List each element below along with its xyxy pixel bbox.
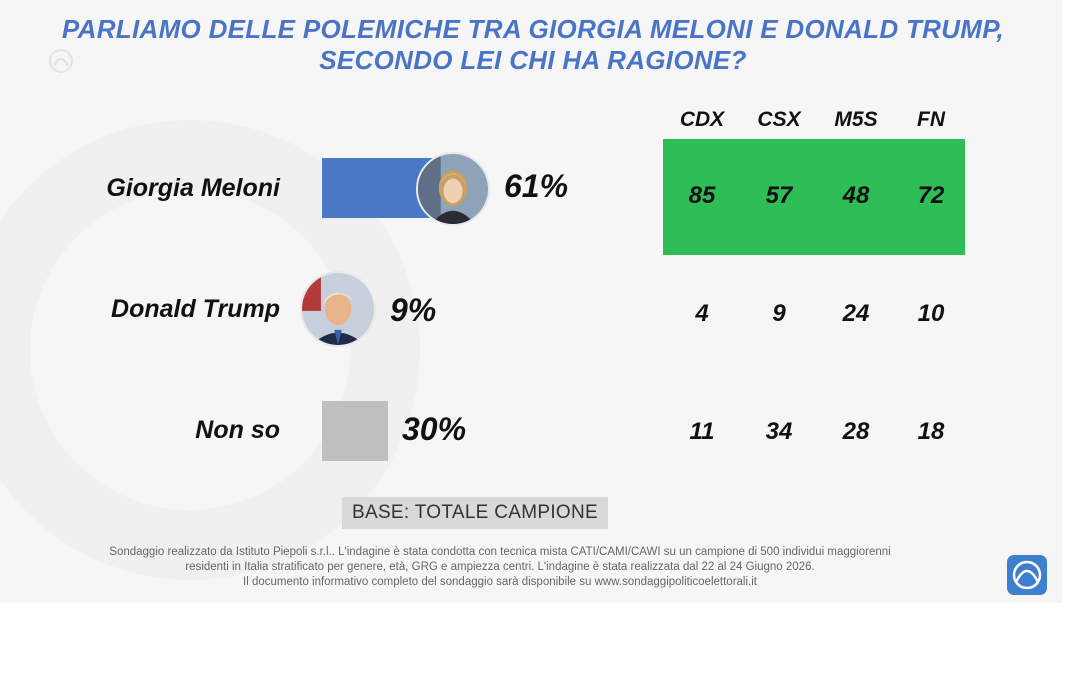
meloni-portrait-icon <box>416 152 490 226</box>
category-label-non-so: Non so <box>195 416 280 444</box>
table-cell: 4 <box>695 300 709 327</box>
bar-non-so <box>322 401 388 461</box>
table-cell: 10 <box>917 300 945 327</box>
base-label: BASE: TOTALE CAMPIONE <box>342 497 608 529</box>
highlight-row-background <box>663 139 965 255</box>
table-cell: 34 <box>765 418 793 445</box>
category-label-meloni: Giorgia Meloni <box>106 174 280 202</box>
table-cell: 85 <box>688 182 716 209</box>
table-cell: 72 <box>917 182 945 209</box>
table-cell: 9 <box>772 300 786 327</box>
footnote: Sondaggio realizzato da Istituto Piepoli… <box>10 545 990 590</box>
column-header-csx: CSX <box>757 108 801 131</box>
value-label-meloni: 61% <box>504 168 569 204</box>
footnote-line: residenti in Italia stratificato per gen… <box>185 561 815 573</box>
table-cell: 18 <box>917 418 945 445</box>
table-cell: 48 <box>842 182 870 209</box>
corner-watermark-icon <box>49 49 73 73</box>
table-cell: 57 <box>765 182 793 209</box>
value-label-non-so: 30% <box>402 411 467 447</box>
table-cell: 28 <box>842 418 870 445</box>
column-header-cdx: CDX <box>679 108 725 131</box>
column-header-fn: FN <box>917 108 945 131</box>
table-cell: 11 <box>689 418 715 445</box>
chart-title: PARLIAMO DELLE POLEMICHE TRA GIORGIA MEL… <box>61 14 1005 75</box>
footnote-line: Il documento informativo completo del so… <box>243 576 757 588</box>
chart-panel: PARLIAMO DELLE POLEMICHE TRA GIORGIA MEL… <box>10 14 1047 595</box>
column-header-m5s: M5S <box>834 108 878 131</box>
trump-portrait-icon <box>300 271 376 347</box>
table-cell: 24 <box>842 300 870 327</box>
piepoli-logo-icon <box>1007 555 1047 595</box>
footnote-line: Sondaggio realizzato da Istituto Piepoli… <box>109 546 891 558</box>
value-label-trump: 9% <box>390 292 437 328</box>
category-label-trump: Donald Trump <box>111 295 280 323</box>
